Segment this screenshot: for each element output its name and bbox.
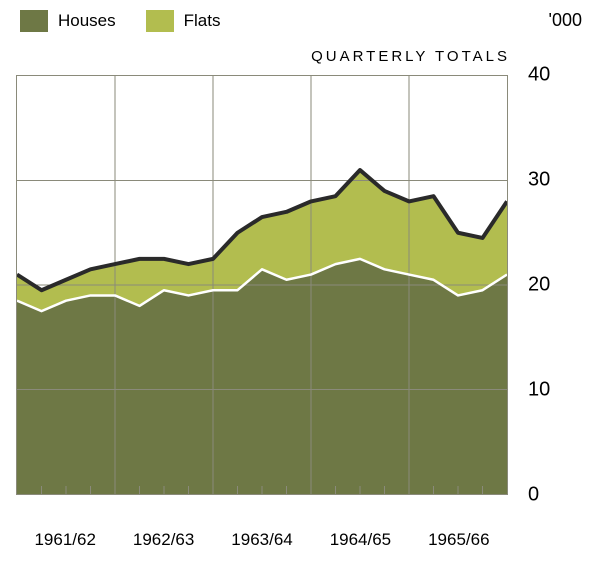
y-tick-label: 10 xyxy=(528,379,550,402)
x-axis-labels: 1961/621962/631963/641964/651965/66 xyxy=(16,530,508,560)
x-tick-label: 1964/65 xyxy=(311,530,409,560)
y-axis-labels: 010203040 xyxy=(522,75,582,495)
chart-subtitle: QUARTERLY TOTALS xyxy=(311,48,510,65)
y-axis-unit: '000 xyxy=(549,10,582,31)
legend-label-houses: Houses xyxy=(58,11,116,31)
legend-swatch-flats xyxy=(146,10,174,32)
legend: Houses Flats xyxy=(20,10,220,32)
x-tick-label: 1965/66 xyxy=(410,530,508,560)
y-tick-label: 20 xyxy=(528,274,550,297)
plot-area xyxy=(16,75,508,495)
area-chart-svg xyxy=(17,76,507,494)
x-tick-label: 1963/64 xyxy=(213,530,311,560)
y-tick-label: 30 xyxy=(528,169,550,192)
chart-container: Houses Flats QUARTERLY TOTALS '000 0 10 20… xyxy=(0,0,600,579)
legend-label-flats: Flats xyxy=(184,11,221,31)
x-tick-label: 1962/63 xyxy=(114,530,212,560)
y-tick-label: 0 xyxy=(528,484,539,507)
y-tick-label: 40 xyxy=(528,64,550,87)
x-tick-label: 1961/62 xyxy=(16,530,114,560)
legend-item-houses: Houses xyxy=(20,10,116,32)
legend-item-flats: Flats xyxy=(146,10,221,32)
legend-swatch-houses xyxy=(20,10,48,32)
